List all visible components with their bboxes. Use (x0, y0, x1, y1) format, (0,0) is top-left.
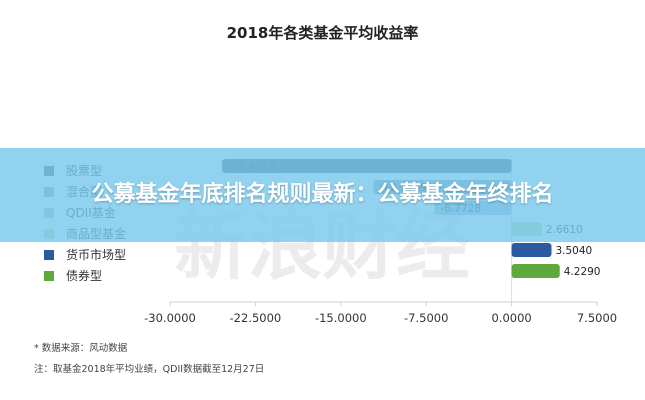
legend-item: 债券型 (44, 265, 174, 286)
legend-label: 债券型 (66, 269, 103, 283)
headline-text: 公募基金年底排名规则最新：公募基金年终排名 (91, 182, 554, 207)
data-label: 3.5040 (555, 245, 592, 257)
bar-6 (511, 264, 560, 278)
legend-swatch (44, 249, 54, 260)
chart-title: 2018年各类基金平均收益率 (226, 24, 419, 42)
x-tick-label: -22.5000 (230, 311, 282, 325)
footnote: 注：取基金2018年平均业绩，QDII数据截至12月27日 (34, 364, 265, 375)
x-tick-label: -15.0000 (315, 311, 367, 325)
legend-label: 货币市场型 (66, 248, 127, 262)
x-tick-label: -30.0000 (144, 311, 196, 325)
legend-item: 货币市场型 (44, 244, 174, 265)
data-label: 4.2290 (564, 266, 601, 278)
x-tick-label: 7.5000 (577, 311, 617, 325)
x-tick-label: -7.5000 (404, 311, 448, 325)
data-source-note: * 数据来源：风动数据 (34, 343, 128, 354)
bar-5 (511, 243, 552, 257)
headline-banner: 公募基金年底排名规则最新：公募基金年终排名 (0, 148, 645, 242)
x-tick-label: 0.0000 (491, 311, 531, 325)
legend-swatch (44, 270, 54, 281)
